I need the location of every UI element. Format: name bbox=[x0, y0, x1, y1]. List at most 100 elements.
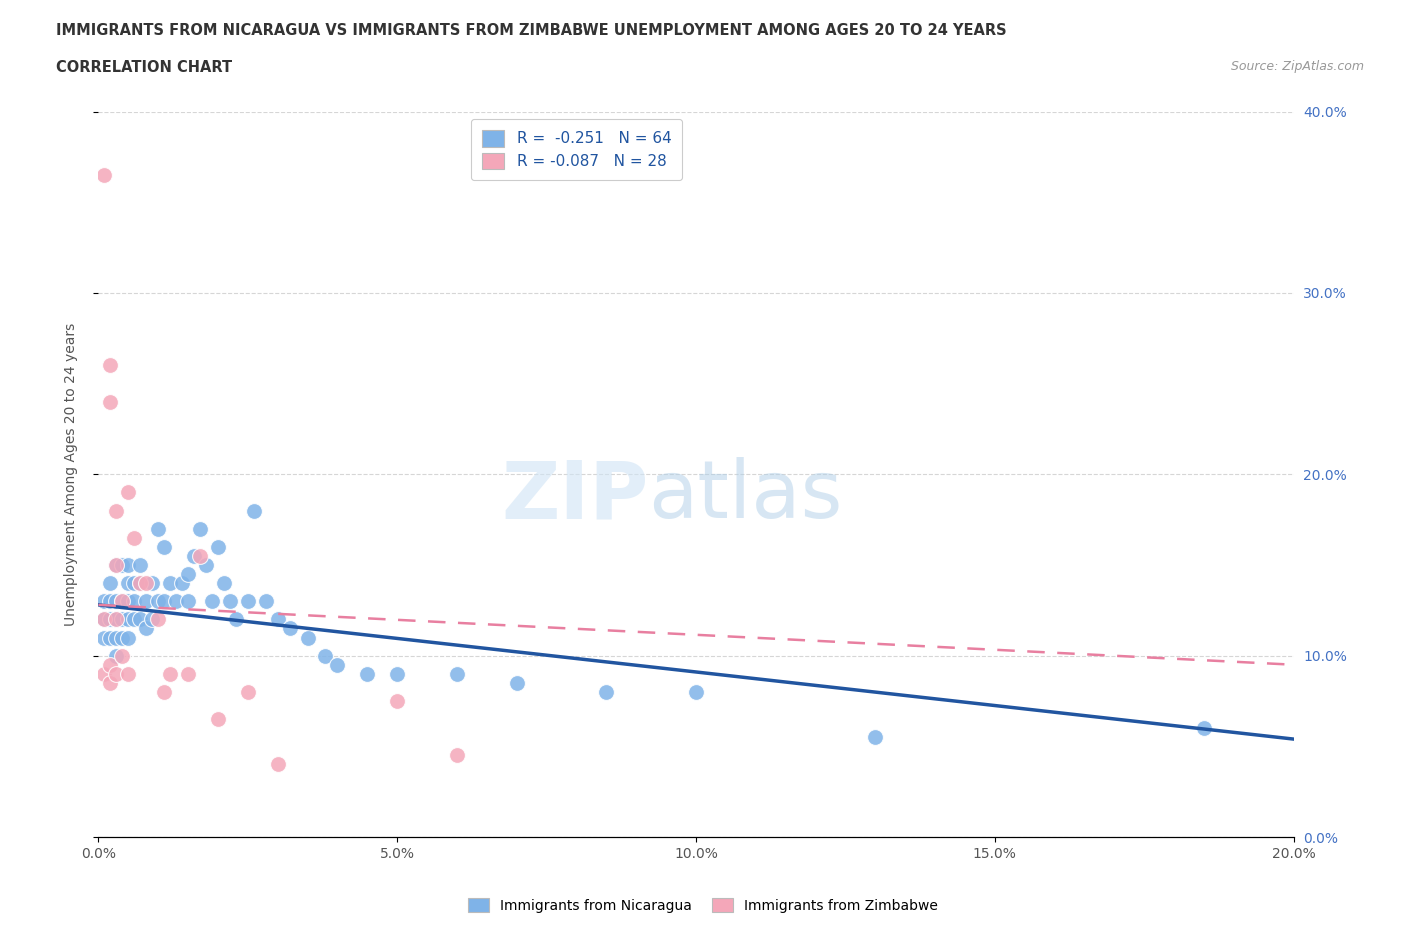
Point bbox=[105, 594, 128, 609]
Point bbox=[165, 594, 187, 609]
Y-axis label: Unemployment Among Ages 20 to 24 years: Unemployment Among Ages 20 to 24 years bbox=[63, 323, 77, 626]
Point bbox=[595, 684, 617, 699]
Point bbox=[111, 594, 134, 609]
Point bbox=[100, 394, 122, 409]
Point bbox=[100, 675, 122, 690]
Point bbox=[124, 594, 146, 609]
Point bbox=[105, 648, 128, 663]
Point bbox=[1192, 721, 1215, 736]
Point bbox=[195, 558, 218, 573]
Point bbox=[446, 666, 468, 681]
Point bbox=[446, 748, 468, 763]
Point bbox=[135, 594, 157, 609]
Point bbox=[385, 694, 409, 709]
Point bbox=[177, 594, 200, 609]
Point bbox=[105, 558, 128, 573]
Point bbox=[100, 358, 122, 373]
Point bbox=[93, 594, 115, 609]
Point bbox=[129, 576, 152, 591]
Point bbox=[172, 576, 194, 591]
Text: ZIP: ZIP bbox=[501, 457, 648, 535]
Point bbox=[188, 521, 211, 536]
Point bbox=[135, 621, 157, 636]
Point bbox=[297, 631, 319, 645]
Point bbox=[100, 576, 122, 591]
Point bbox=[100, 631, 122, 645]
Point bbox=[105, 631, 128, 645]
Text: CORRELATION CHART: CORRELATION CHART bbox=[56, 60, 232, 75]
Point bbox=[100, 612, 122, 627]
Point bbox=[153, 539, 176, 554]
Point bbox=[385, 666, 409, 681]
Point bbox=[93, 666, 115, 681]
Point bbox=[148, 594, 170, 609]
Point bbox=[207, 539, 229, 554]
Point bbox=[117, 631, 139, 645]
Point bbox=[105, 612, 128, 627]
Point bbox=[159, 576, 181, 591]
Point bbox=[124, 530, 146, 545]
Point bbox=[148, 612, 170, 627]
Text: IMMIGRANTS FROM NICARAGUA VS IMMIGRANTS FROM ZIMBABWE UNEMPLOYMENT AMONG AGES 20: IMMIGRANTS FROM NICARAGUA VS IMMIGRANTS … bbox=[56, 23, 1007, 38]
Point bbox=[105, 558, 128, 573]
Text: Source: ZipAtlas.com: Source: ZipAtlas.com bbox=[1230, 60, 1364, 73]
Point bbox=[129, 576, 152, 591]
Legend: R =  -0.251   N = 64, R = -0.087   N = 28: R = -0.251 N = 64, R = -0.087 N = 28 bbox=[471, 119, 682, 180]
Point bbox=[254, 594, 277, 609]
Point bbox=[105, 503, 128, 518]
Point bbox=[236, 684, 259, 699]
Point bbox=[93, 167, 115, 182]
Point bbox=[278, 621, 301, 636]
Point bbox=[124, 576, 146, 591]
Point bbox=[183, 549, 205, 564]
Point bbox=[100, 658, 122, 672]
Point bbox=[111, 631, 134, 645]
Point bbox=[315, 648, 337, 663]
Point bbox=[177, 666, 200, 681]
Text: atlas: atlas bbox=[648, 457, 842, 535]
Point bbox=[356, 666, 378, 681]
Point bbox=[117, 612, 139, 627]
Point bbox=[111, 612, 134, 627]
Point bbox=[141, 576, 163, 591]
Point bbox=[141, 612, 163, 627]
Point bbox=[129, 612, 152, 627]
Point bbox=[111, 648, 134, 663]
Point bbox=[236, 594, 259, 609]
Point bbox=[124, 612, 146, 627]
Point bbox=[100, 594, 122, 609]
Point bbox=[153, 684, 176, 699]
Point bbox=[506, 675, 529, 690]
Point bbox=[148, 521, 170, 536]
Point bbox=[159, 666, 181, 681]
Point bbox=[267, 757, 290, 772]
Point bbox=[225, 612, 247, 627]
Point bbox=[219, 594, 242, 609]
Point bbox=[117, 558, 139, 573]
Point bbox=[117, 485, 139, 500]
Point bbox=[201, 594, 224, 609]
Point bbox=[93, 612, 115, 627]
Point bbox=[117, 666, 139, 681]
Point bbox=[177, 566, 200, 581]
Point bbox=[105, 612, 128, 627]
Point bbox=[111, 558, 134, 573]
Point bbox=[326, 658, 349, 672]
Point bbox=[111, 594, 134, 609]
Point bbox=[188, 549, 211, 564]
Legend: Immigrants from Nicaragua, Immigrants from Zimbabwe: Immigrants from Nicaragua, Immigrants fr… bbox=[463, 893, 943, 919]
Point bbox=[267, 612, 290, 627]
Point bbox=[93, 612, 115, 627]
Point bbox=[117, 576, 139, 591]
Point bbox=[243, 503, 266, 518]
Point bbox=[105, 666, 128, 681]
Point bbox=[129, 558, 152, 573]
Point bbox=[212, 576, 235, 591]
Point bbox=[685, 684, 707, 699]
Point bbox=[135, 576, 157, 591]
Point bbox=[207, 711, 229, 726]
Point bbox=[117, 594, 139, 609]
Point bbox=[153, 594, 176, 609]
Point bbox=[93, 631, 115, 645]
Point bbox=[865, 730, 887, 745]
